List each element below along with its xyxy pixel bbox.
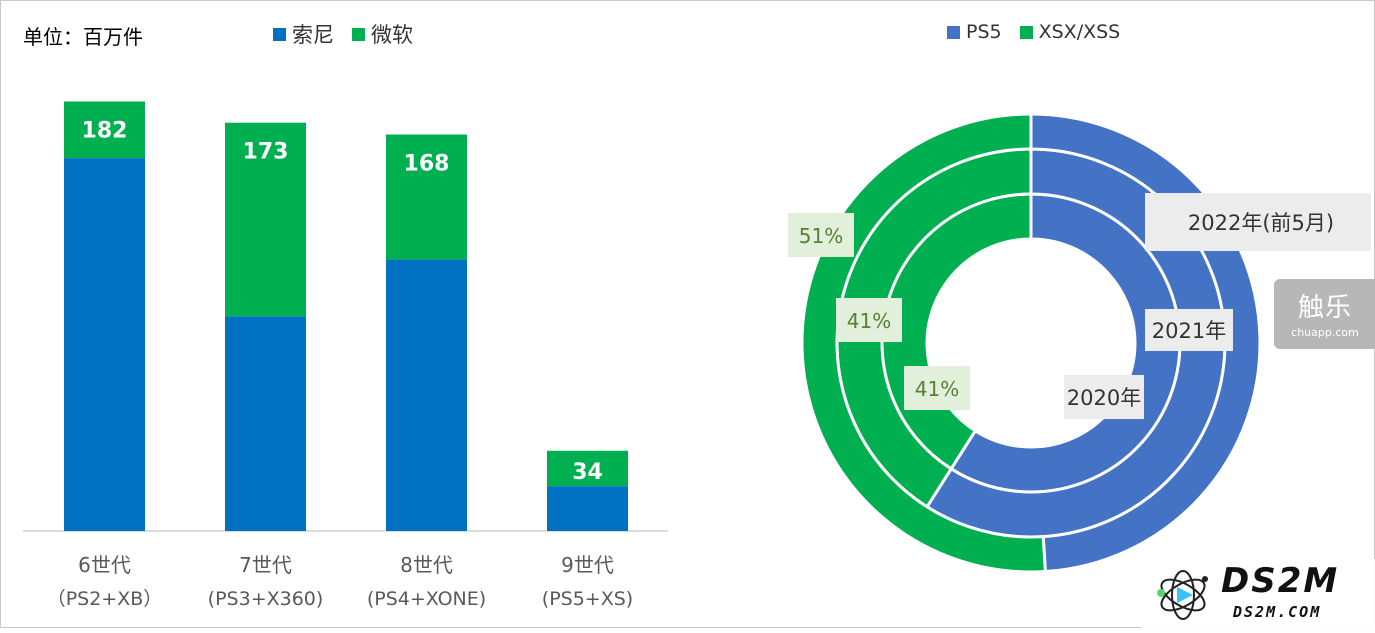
total-label-4: 34 (572, 460, 603, 485)
chuapp-watermark: 触乐 chuapp.com (1274, 279, 1375, 349)
legend-item-sony: 索尼 (273, 19, 334, 49)
ring-name-2022: 2022年(前5月) (1188, 211, 1334, 235)
bar-microsoft-2 (225, 122, 306, 317)
ring-name-bg-2022 (1145, 193, 1371, 251)
category-label-4: 9世代 (561, 553, 614, 577)
multi-ring-donut-chart: 41% 41% 51% 2020年 2021年 2022年(前5月) (788, 112, 1371, 574)
watermark-brand: 触乐 (1297, 293, 1352, 323)
ring-name-bg-2020 (1064, 375, 1144, 419)
pct-label-bg-2022 (788, 213, 854, 257)
category-label-3: 8世代 (400, 553, 453, 577)
legend-swatch-ps5 (947, 25, 960, 39)
donut-chart-legend: PS5 XSX/XSS (947, 21, 1138, 43)
pct-label-bg-2020 (904, 366, 970, 410)
legend-swatch-xsx (1019, 25, 1033, 39)
legend-label-microsoft: 微软 (371, 23, 413, 47)
pct-label-2021: 41% (847, 309, 891, 333)
bar-chart-legend: 索尼 微软 (273, 19, 431, 49)
ds2m-logo-text: DS2M (1221, 561, 1340, 601)
legend-label-xsx: XSX/XSS (1038, 21, 1121, 43)
legend-item-ps5: PS5 (947, 21, 1002, 43)
total-label-3: 168 (404, 152, 450, 177)
ring-name-bg-2021 (1145, 309, 1233, 351)
unit-label: 单位：百万件 (23, 25, 143, 49)
total-label-1: 182 (82, 118, 128, 143)
bar-sony-2 (225, 316, 306, 531)
ds2m-watermark: DS2M DS2M.COM (1141, 559, 1375, 629)
ring-2022-xsx-segment (800, 112, 1047, 574)
ds2m-logo-url: DS2M.COM (1233, 603, 1322, 621)
category-sublabel-3: (PS4+XONE) (367, 588, 486, 610)
legend-item-xsx: XSX/XSS (1019, 21, 1121, 43)
bar-microsoft-4 (547, 450, 628, 487)
bar-sony-4 (547, 486, 628, 531)
pct-label-2022: 51% (799, 224, 843, 248)
legend-label-ps5: PS5 (966, 21, 1002, 43)
stacked-bar-chart: 182 6世代 （PS2+XB） 173 7世代 (PS3+X360) 168 8世代 (PS4… (23, 101, 668, 610)
legend-swatch-sony (273, 27, 286, 41)
legend-swatch-microsoft (352, 27, 365, 41)
legend-label-sony: 索尼 (292, 23, 334, 47)
category-sublabel-2: (PS3+X360) (208, 588, 324, 610)
category-label-1: 6世代 (78, 553, 131, 577)
category-sublabel-4: (PS5+XS) (542, 588, 633, 610)
watermark-domain: chuapp.com (1291, 326, 1359, 339)
bar-sony-1 (64, 158, 145, 531)
total-label-2: 173 (243, 140, 289, 165)
ring-name-2021: 2021年 (1152, 319, 1226, 343)
bar-microsoft-1 (64, 101, 145, 159)
ring-name-2020: 2020年 (1067, 386, 1141, 410)
bar-sony-3 (386, 259, 467, 531)
pct-label-bg-2021 (836, 298, 902, 342)
ds2m-logo-icon (1157, 570, 1208, 620)
category-sublabel-1: （PS2+XB） (47, 588, 163, 610)
category-label-2: 7世代 (239, 553, 292, 577)
pct-label-2020: 41% (915, 377, 959, 401)
legend-item-microsoft: 微软 (352, 19, 413, 49)
bar-microsoft-3 (386, 134, 467, 260)
